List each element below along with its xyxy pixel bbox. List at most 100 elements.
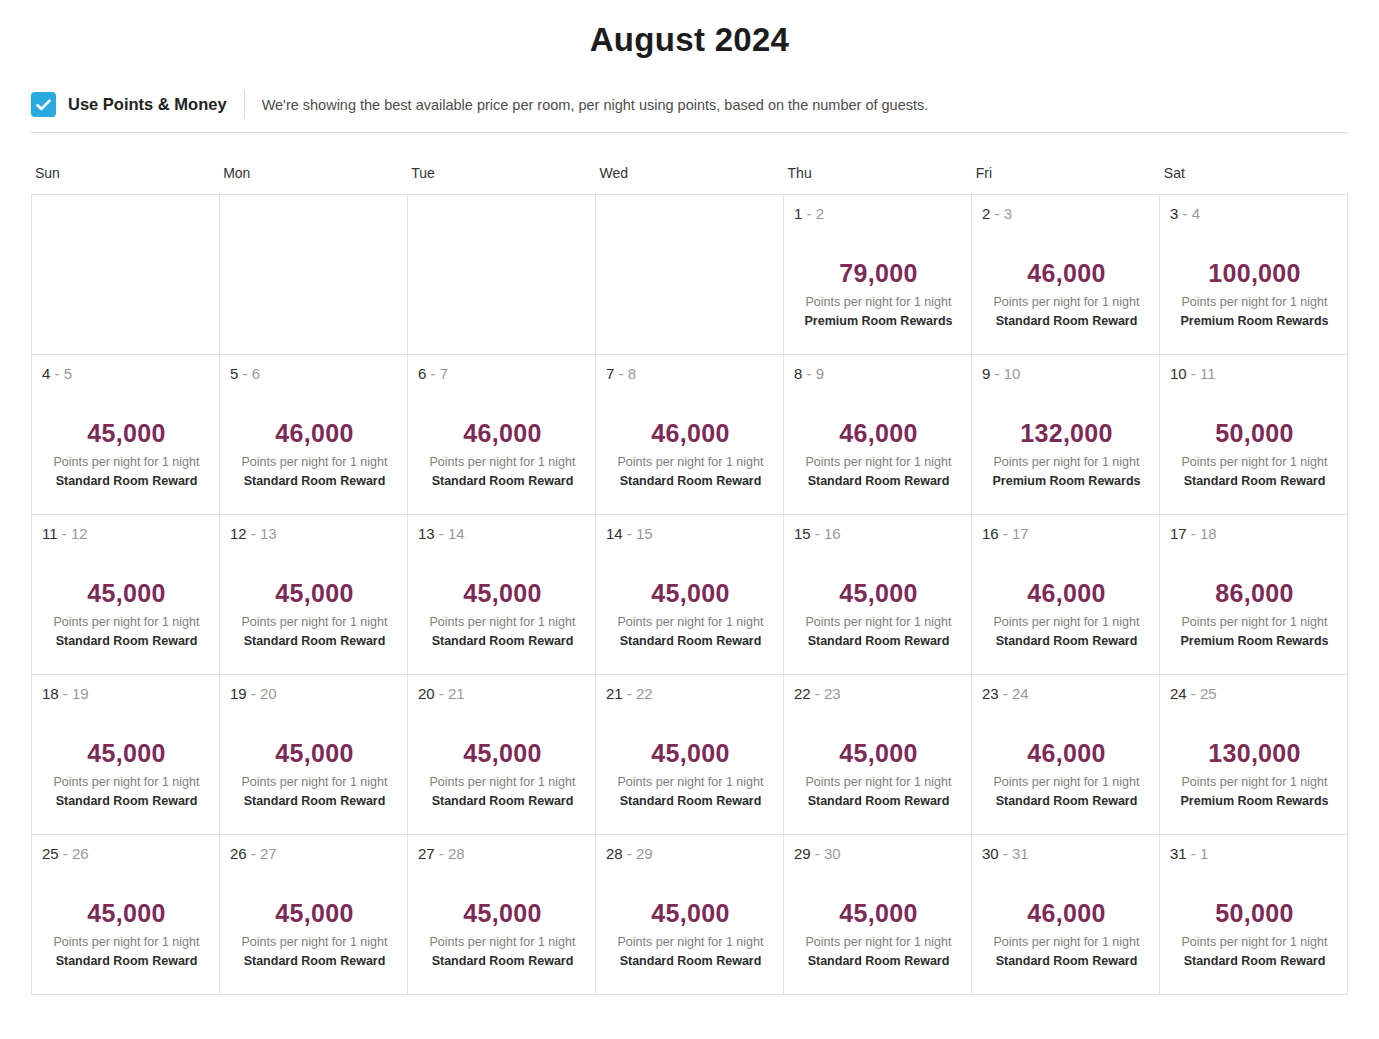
vertical-divider (244, 90, 245, 119)
calendar-cell[interactable]: 4 - 545,000Points per night for 1 nightS… (32, 355, 220, 515)
points-value: 45,000 (42, 419, 211, 448)
calendar-cell[interactable]: 1 - 279,000Points per night for 1 nightP… (784, 195, 972, 355)
per-night-label: Points per night for 1 night (606, 775, 775, 789)
date-range: 25 - 26 (42, 845, 211, 863)
points-block: 45,000Points per night for 1 nightStanda… (42, 579, 211, 648)
calendar-cell-empty (32, 195, 220, 355)
points-value: 130,000 (1170, 739, 1339, 768)
calendar-cell[interactable]: 18 - 1945,000Points per night for 1 nigh… (32, 675, 220, 835)
calendar-cell[interactable]: 30 - 3146,000Points per night for 1 nigh… (972, 835, 1160, 995)
points-block: 46,000Points per night for 1 nightStanda… (230, 419, 399, 488)
points-value: 46,000 (982, 739, 1151, 768)
calendar-cell[interactable]: 31 - 150,000Points per night for 1 night… (1160, 835, 1348, 995)
controls-bar: Use Points & Money We're showing the bes… (31, 59, 1348, 133)
date-range: 13 - 14 (418, 525, 587, 543)
calendar-cell[interactable]: 16 - 1746,000Points per night for 1 nigh… (972, 515, 1160, 675)
reward-type: Premium Room Rewards (794, 314, 963, 328)
reward-type: Standard Room Reward (606, 794, 775, 808)
calendar-cell[interactable]: 27 - 2845,000Points per night for 1 nigh… (408, 835, 596, 995)
calendar-cell[interactable]: 2 - 346,000Points per night for 1 nightS… (972, 195, 1160, 355)
date-range: 11 - 12 (42, 525, 211, 543)
points-block: 45,000 Points per night for 1 night Standa… (606, 579, 775, 648)
date-range: 23 - 24 (982, 685, 1151, 703)
calendar-cell[interactable]: 11 - 12 45,000Points per night for 1 nigh… (32, 515, 220, 675)
per-night-label: Points per night for 1 night (230, 615, 399, 629)
points-block: 46,000Points per night for 1 nightStanda… (982, 579, 1151, 648)
calendar-cell[interactable]: 6 - 746,000Points per night for 1 nightS… (408, 355, 596, 515)
calendar-cell[interactable]: 28 - 2945,000Points per night for 1 nigh… (596, 835, 784, 995)
calendar-cell[interactable]: 26 - 2745,000Points per night for 1 nigh… (220, 835, 408, 995)
date-range: 14 - 15 (606, 525, 775, 543)
points-block: 45,000Points per night for 1 nightStanda… (606, 899, 775, 968)
per-night-label: Points per night for 1 night (418, 615, 587, 629)
calendar-cell[interactable]: 22 - 2345,000Points per night for 1 nigh… (784, 675, 972, 835)
per-night-label: Points per night for 1 night (1170, 775, 1339, 789)
calendar-cell[interactable]: 3 - 4100,000Points per night for 1 night… (1160, 195, 1348, 355)
per-night-label: Points per night for 1 night (42, 455, 211, 469)
points-block: 45,000Points per night for 1 nightStanda… (418, 739, 587, 808)
date-range: 7 - 8 (606, 365, 775, 383)
calendar-cell[interactable]: 7 - 846,000Points per night for 1 nightS… (596, 355, 784, 515)
date-range: 8 - 9 (794, 365, 963, 383)
date-range: 18 - 19 (42, 685, 211, 703)
reward-type: Standard Room Reward (418, 794, 587, 808)
points-value: 46,000 (982, 259, 1151, 288)
calendar-cell[interactable]: 5 - 646,000Points per night for 1 nightS… (220, 355, 408, 515)
calendar-cell[interactable]: 8 - 946,000Points per night for 1 nightS… (784, 355, 972, 515)
points-value: 50,000 (1170, 899, 1339, 928)
reward-type: Standard Room Reward (606, 954, 775, 968)
reward-type: Standard Room Reward (42, 634, 211, 648)
calendar-cell[interactable]: 24 - 25130,000Points per night for 1 nig… (1160, 675, 1348, 835)
calendar-cell[interactable]: 13 - 14 45,000Points per night for 1 nigh… (408, 515, 596, 675)
reward-type: Premium Room Rewards (1170, 634, 1339, 648)
calendar-cell[interactable]: 10 - 1150,000Points per night for 1 nigh… (1160, 355, 1348, 515)
per-night-label: Points per night for 1 night (418, 935, 587, 949)
points-value: 79,000 (794, 259, 963, 288)
calendar-cell[interactable]: 15 - 1645,000Points per night for 1 nigh… (784, 515, 972, 675)
pricing-description: We're showing the best available price p… (262, 97, 929, 113)
points-block: 46,000Points per night for 1 nightStanda… (418, 419, 587, 488)
points-value: 45,000 (606, 579, 775, 608)
calendar: SunMonTueWedThuFriSat 1 - 279,000Points … (31, 133, 1348, 995)
points-value: 46,000 (794, 419, 963, 448)
points-value: 46,000 (418, 419, 587, 448)
reward-type: Standard Room Reward (794, 794, 963, 808)
per-night-label: Points per night for 1 night (418, 455, 587, 469)
date-range: 22 - 23 (794, 685, 963, 703)
use-points-money-checkbox[interactable] (31, 92, 56, 117)
per-night-label: Points per night for 1 night (794, 775, 963, 789)
points-block: 79,000Points per night for 1 nightPremiu… (794, 259, 963, 328)
calendar-cell[interactable]: 21 - 2245,000Points per night for 1 nigh… (596, 675, 784, 835)
points-value: 45,000 (230, 899, 399, 928)
per-night-label: Points per night for 1 night (982, 935, 1151, 949)
reward-type: Standard Room Reward (982, 634, 1151, 648)
reward-type: Standard Room Reward (606, 634, 775, 648)
reward-type: Standard Room Reward (42, 474, 211, 488)
per-night-label: Points per night for 1 night (982, 295, 1151, 309)
calendar-cell-empty (596, 195, 784, 355)
calendar-day-headers: SunMonTueWedThuFriSat (31, 133, 1348, 194)
per-night-label: Points per night for 1 night (606, 615, 775, 629)
calendar-cell[interactable]: 17 - 1886,000Points per night for 1 nigh… (1160, 515, 1348, 675)
calendar-cell[interactable]: 20 - 2145,000Points per night for 1 nigh… (408, 675, 596, 835)
calendar-cell[interactable]: 14 - 15 45,000 Points per night for 1 nigh… (596, 515, 784, 675)
points-block: 45,000Points per night for 1 nightStanda… (418, 579, 587, 648)
points-value: 132,000 (982, 419, 1151, 448)
per-night-label: Points per night for 1 night (1170, 615, 1339, 629)
calendar-cell[interactable]: 12 - 1345,000Points per night for 1 nigh… (220, 515, 408, 675)
calendar-cell[interactable]: 25 - 2645,000Points per night for 1 nigh… (32, 835, 220, 995)
calendar-cell[interactable]: 23 - 2446,000Points per night for 1 nigh… (972, 675, 1160, 835)
points-value: 45,000 (42, 739, 211, 768)
calendar-cell[interactable]: 9 - 10132,000Points per night for 1 nigh… (972, 355, 1160, 515)
points-block: 100,000Points per night for 1 nightPremi… (1170, 259, 1339, 328)
date-range: 29 - 30 (794, 845, 963, 863)
calendar-cell[interactable]: 19 - 2045,000Points per night for 1 nigh… (220, 675, 408, 835)
reward-type: Standard Room Reward (794, 634, 963, 648)
calendar-cell[interactable]: 29 - 3045,000Points per night for 1 nigh… (784, 835, 972, 995)
per-night-label: Points per night for 1 night (1170, 935, 1339, 949)
points-value: 45,000 (230, 579, 399, 608)
points-block: 45,000Points per night for 1 nightStanda… (606, 739, 775, 808)
reward-type: Standard Room Reward (1170, 474, 1339, 488)
points-block: 45,000Points per night for 1 nightStanda… (230, 739, 399, 808)
points-block: 50,000Points per night for 1 nightStanda… (1170, 419, 1339, 488)
